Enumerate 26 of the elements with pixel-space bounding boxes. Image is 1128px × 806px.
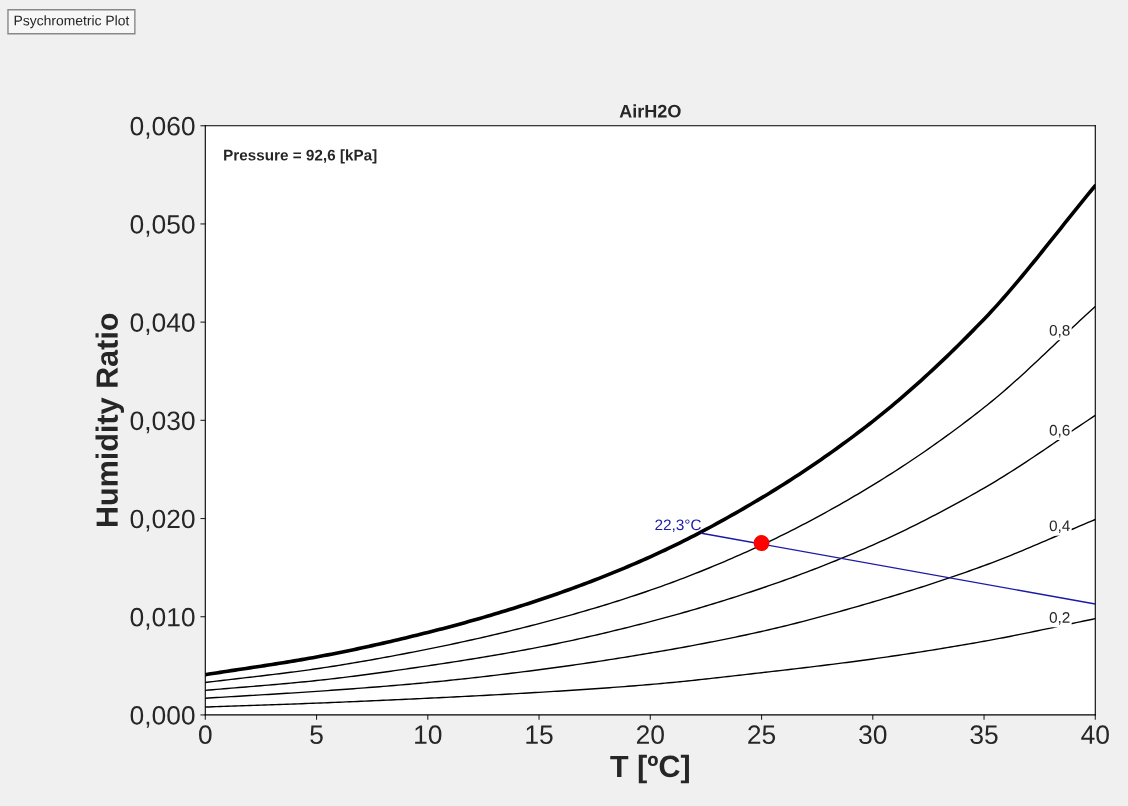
annotation: Pressure = 92,6 [kPa] <box>224 149 377 164</box>
x-tick-label: 30 <box>859 725 887 745</box>
chart-title: AirH2O <box>619 104 681 118</box>
x-tick-label: 20 <box>636 725 664 745</box>
y-tick-label: 0,000 <box>130 706 195 728</box>
series-label: 0,2 <box>1049 612 1070 625</box>
x-tick-label: 40 <box>1081 725 1109 745</box>
series-label: 0,6 <box>1049 424 1070 438</box>
x-tick-label: 0 <box>198 725 212 745</box>
y-tick-label: 0,040 <box>130 313 195 336</box>
text: Psychrometric Plot <box>14 15 130 29</box>
y-tick-label: 0,030 <box>130 411 195 434</box>
x-tick-label: 35 <box>970 725 998 745</box>
x-tick-label: 5 <box>310 725 323 745</box>
series-label: 0,8 <box>1049 324 1070 338</box>
x-tick-label: 15 <box>526 725 553 745</box>
annotation: 22,3°C <box>655 519 701 533</box>
series-label: 0,4 <box>1049 520 1070 534</box>
x-tick-label: 10 <box>415 725 442 745</box>
x-axis-title: T [ºC] <box>610 754 689 784</box>
y-tick-label: 0,060 <box>130 116 195 139</box>
x-tick-label: 25 <box>748 725 776 745</box>
y-axis-title: Humidity Ratio <box>95 313 124 527</box>
y-tick-label: 0,020 <box>130 509 195 532</box>
y-tick-label: 0,010 <box>130 607 195 630</box>
y-tick-label: 0,050 <box>130 215 195 237</box>
